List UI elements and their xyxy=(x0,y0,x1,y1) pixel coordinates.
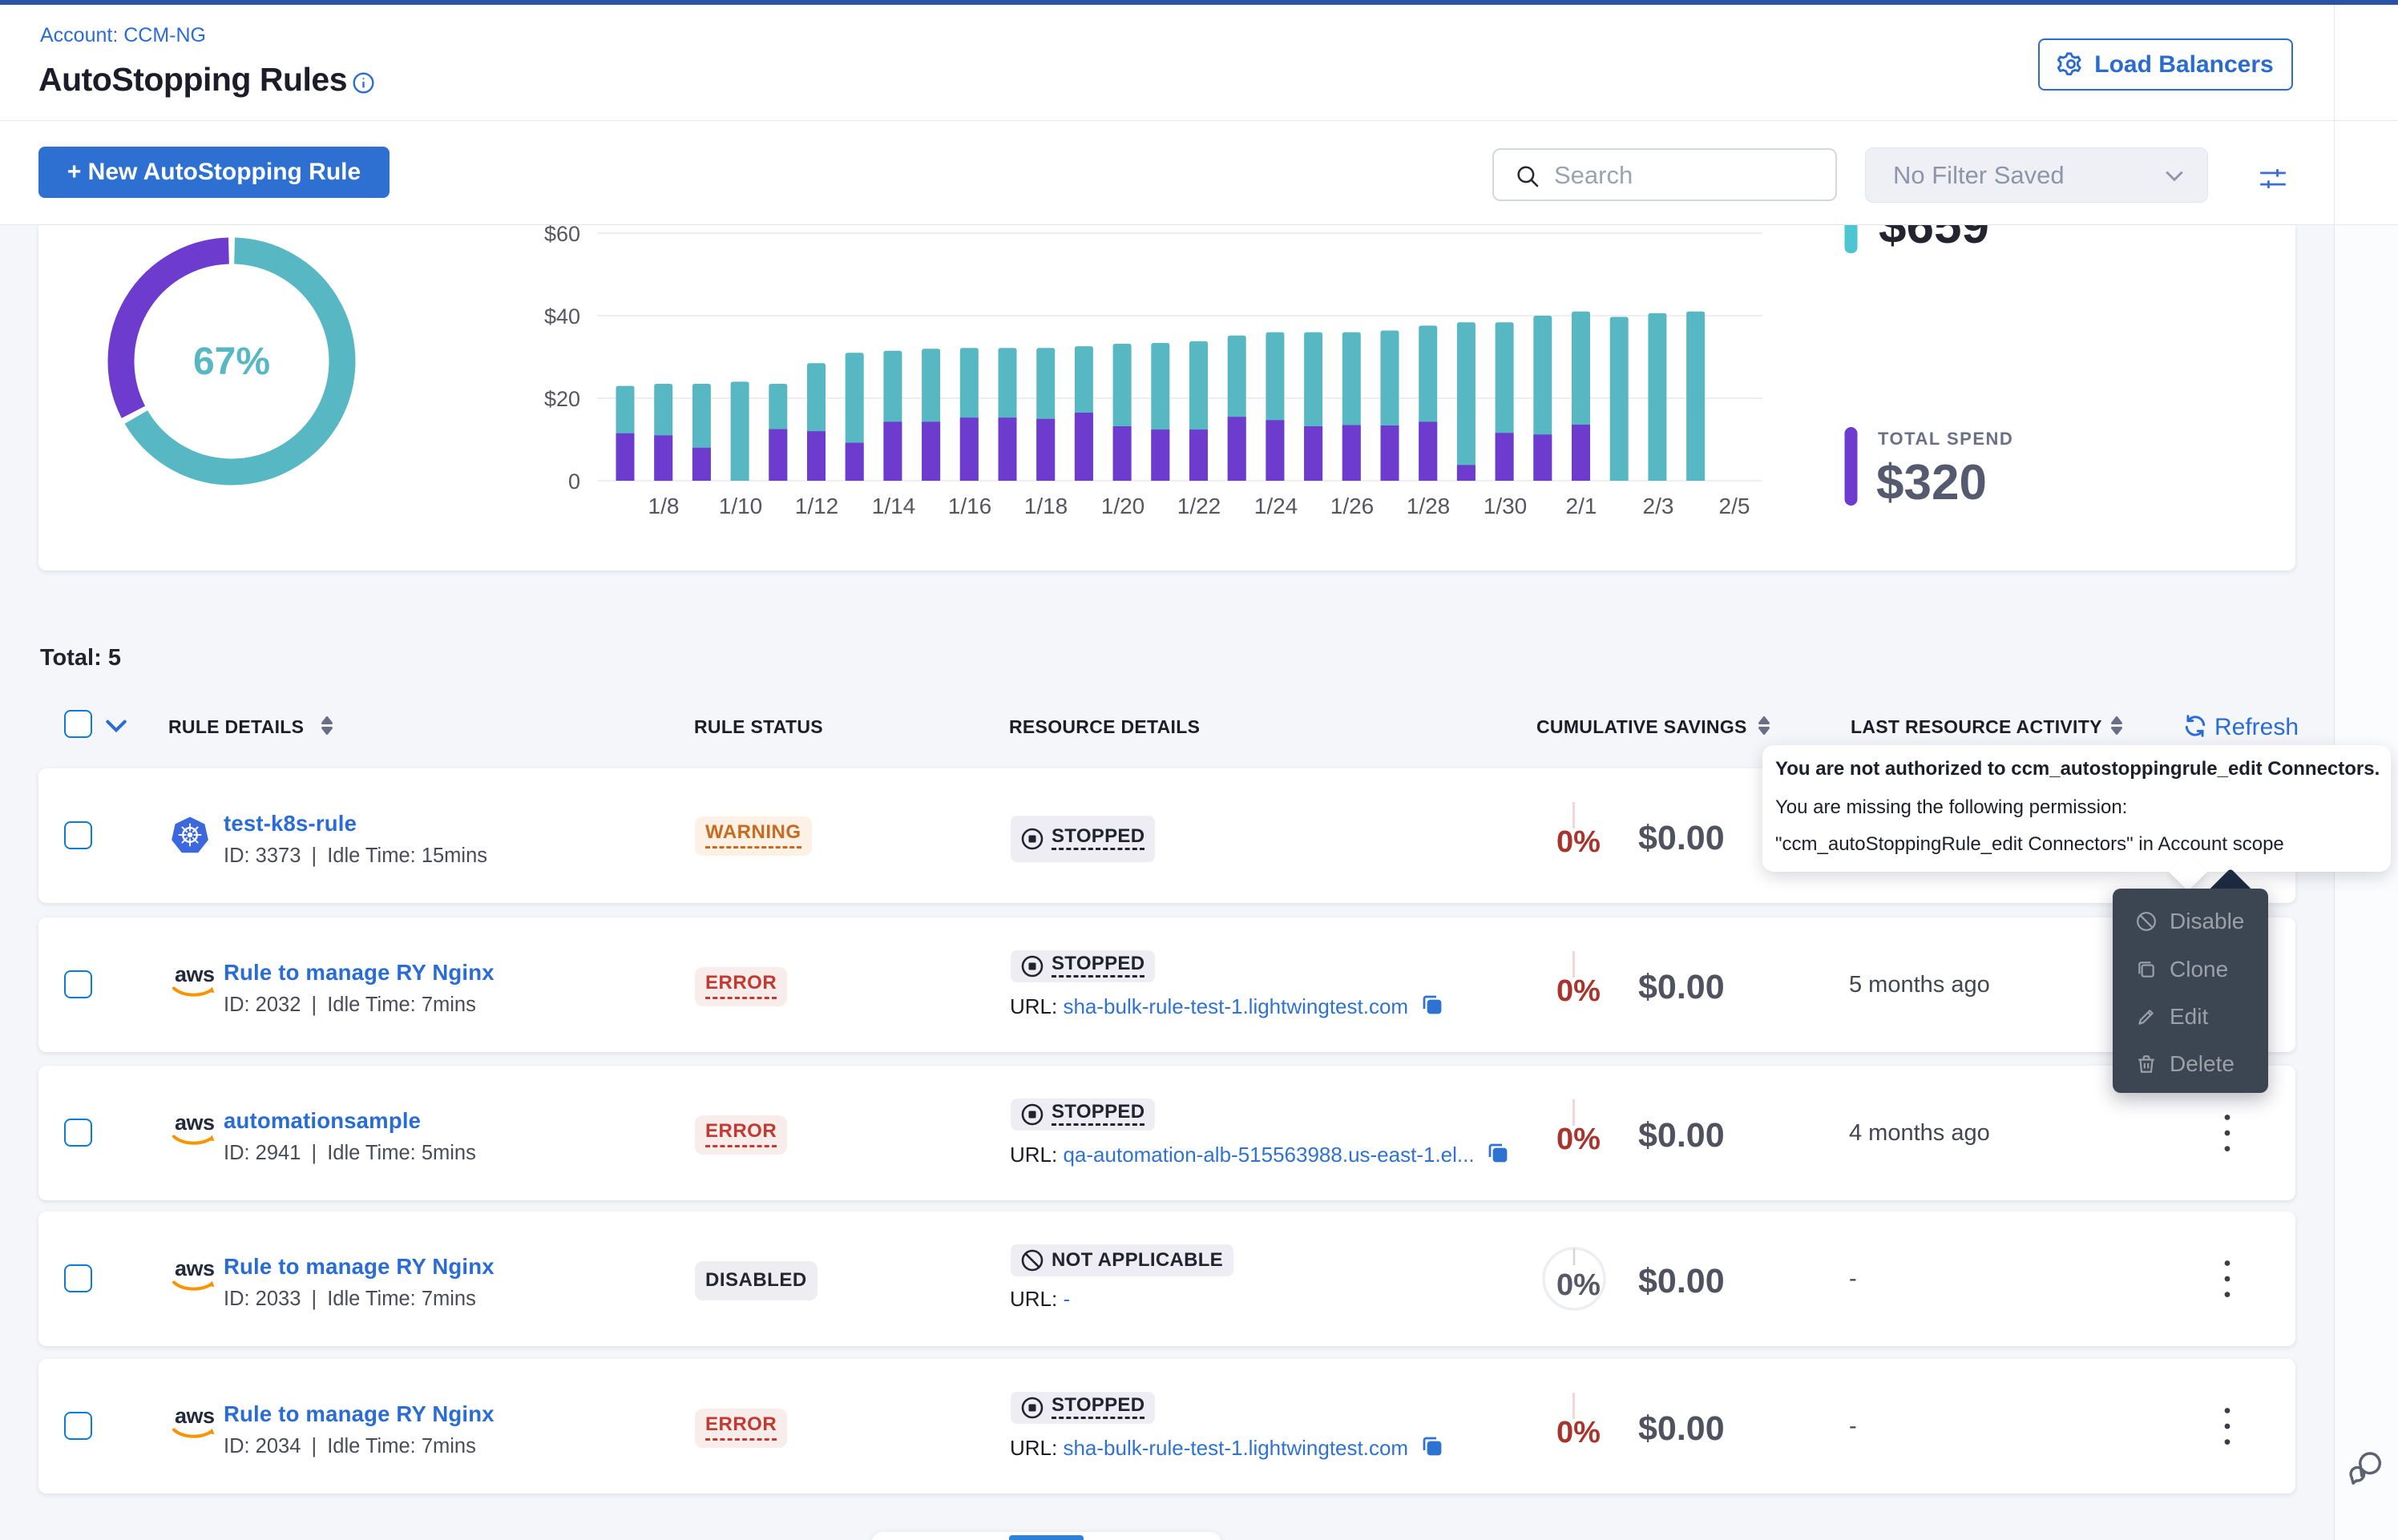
svg-text:2/1: 2/1 xyxy=(1566,494,1597,518)
svg-text:1/28: 1/28 xyxy=(1407,494,1451,518)
svg-text:1/30: 1/30 xyxy=(1484,494,1528,518)
svg-text:$320: $320 xyxy=(1876,455,1987,510)
svg-text:67%: 67% xyxy=(193,341,270,383)
svg-text:1/12: 1/12 xyxy=(795,494,839,518)
svg-text:TOTAL SPEND: TOTAL SPEND xyxy=(1878,429,2013,449)
svg-text:2/3: 2/3 xyxy=(1643,494,1674,518)
svg-text:1/24: 1/24 xyxy=(1254,494,1298,518)
svg-text:1/16: 1/16 xyxy=(948,494,992,518)
svg-text:$40: $40 xyxy=(544,304,580,329)
svg-text:2/5: 2/5 xyxy=(1719,494,1750,518)
svg-text:0: 0 xyxy=(568,470,580,494)
svg-text:$60: $60 xyxy=(544,225,580,246)
svg-text:1/10: 1/10 xyxy=(719,494,763,518)
svg-text:1/20: 1/20 xyxy=(1101,494,1145,518)
svg-text:$20: $20 xyxy=(544,387,580,411)
svg-text:$659: $659 xyxy=(1879,225,1989,254)
svg-text:1/18: 1/18 xyxy=(1024,494,1068,518)
svg-text:1/8: 1/8 xyxy=(648,494,680,518)
svg-text:1/22: 1/22 xyxy=(1177,494,1221,518)
svg-text:1/26: 1/26 xyxy=(1330,494,1375,518)
svg-text:1/14: 1/14 xyxy=(872,494,916,518)
